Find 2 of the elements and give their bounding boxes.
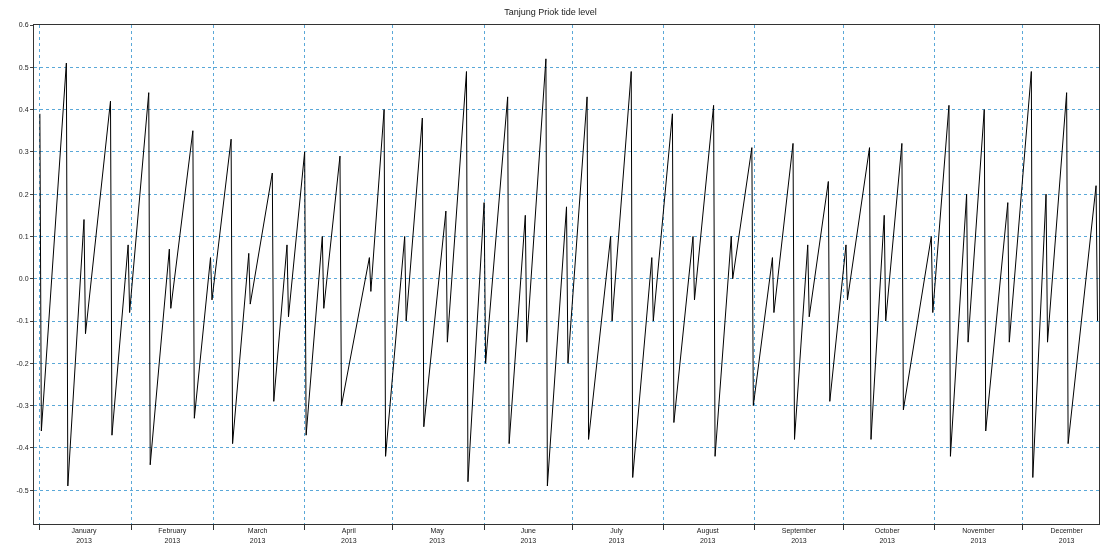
- chart-title: Tanjung Priok tide level: [504, 6, 597, 17]
- line-series: [39, 58, 1099, 487]
